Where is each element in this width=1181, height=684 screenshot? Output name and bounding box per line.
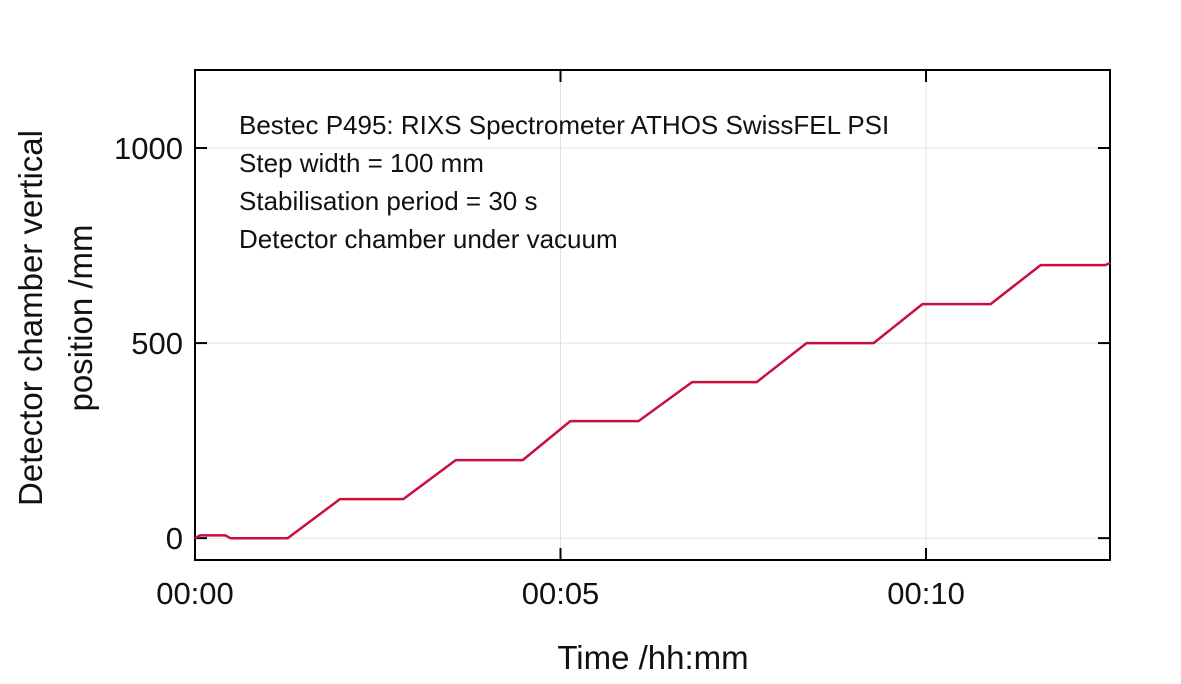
data-point bbox=[569, 420, 572, 422]
annotation-block: Bestec P495: RIXS Spectrometer ATHOS Swi… bbox=[239, 110, 889, 254]
series-layer bbox=[194, 261, 1111, 540]
data-point bbox=[229, 537, 232, 539]
data-point bbox=[339, 498, 341, 500]
y-axis-label-line1: Detector chamber vertical bbox=[12, 130, 49, 506]
x-tick-label: 00:00 bbox=[156, 576, 234, 611]
data-point bbox=[194, 537, 196, 539]
annotation-line: Step width = 100 mm bbox=[239, 148, 484, 178]
data-point bbox=[921, 303, 924, 305]
data-point bbox=[224, 534, 227, 537]
plot-frame bbox=[194, 69, 1111, 561]
gridlines bbox=[194, 70, 1110, 560]
data-point bbox=[691, 381, 693, 383]
x-tick-label: 00:10 bbox=[887, 576, 965, 611]
data-point bbox=[637, 420, 640, 422]
data-point bbox=[1104, 264, 1106, 266]
ticks: 00:00 00:05 00:10 0 500 1000 bbox=[114, 70, 1110, 611]
data-point bbox=[521, 459, 524, 461]
data-point bbox=[872, 342, 875, 344]
data-point bbox=[755, 381, 758, 383]
x-axis-label: Time /hh:mm bbox=[557, 639, 748, 676]
series-line bbox=[194, 261, 1111, 540]
data-point bbox=[199, 534, 201, 537]
annotation-line: Bestec P495: RIXS Spectrometer ATHOS Swi… bbox=[239, 110, 889, 140]
data-point bbox=[454, 459, 457, 461]
y-tick-label: 1000 bbox=[114, 131, 183, 166]
annotation-line: Detector chamber under vacuum bbox=[239, 224, 618, 254]
x-tick-label: 00:05 bbox=[522, 576, 600, 611]
y-axis-label-line2: position /mm bbox=[62, 224, 99, 411]
y-tick-label: 500 bbox=[131, 326, 183, 361]
data-point bbox=[402, 498, 405, 500]
data-point bbox=[286, 537, 289, 539]
annotation-line: Stabilisation period = 30 s bbox=[239, 186, 537, 216]
data-point bbox=[1039, 264, 1042, 266]
data-point bbox=[989, 303, 992, 305]
y-tick-label: 0 bbox=[166, 521, 183, 556]
data-point bbox=[805, 342, 808, 344]
data-point bbox=[1109, 262, 1111, 264]
